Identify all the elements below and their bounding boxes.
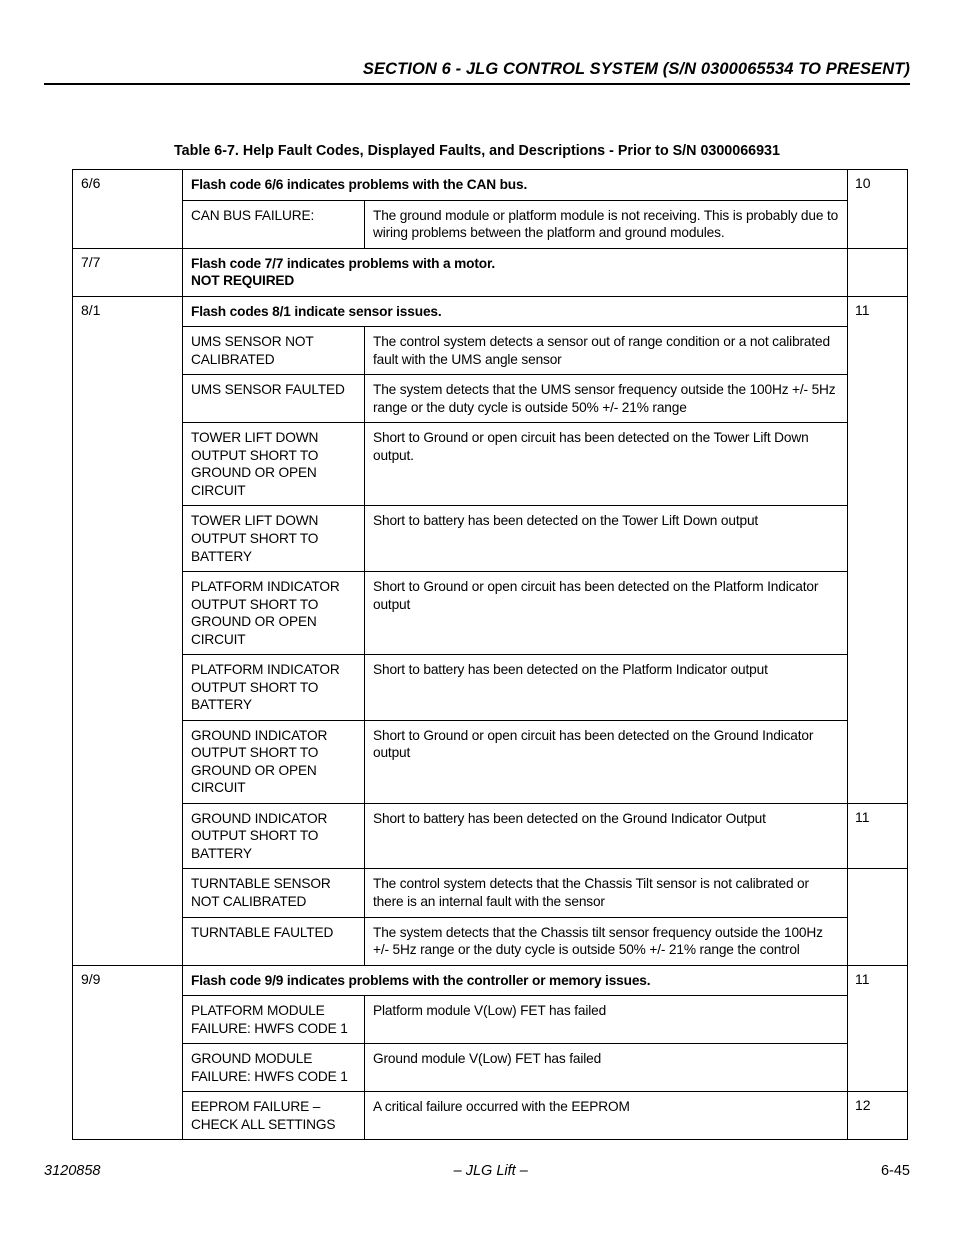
page: SECTION 6 - JLG CONTROL SYSTEM (S/N 0300…: [0, 0, 954, 1235]
check-value: [848, 248, 908, 296]
section-header: SECTION 6 - JLG CONTROL SYSTEM (S/N 0300…: [44, 60, 910, 85]
check-value: [848, 869, 908, 917]
fault-description: Short to Ground or open circuit has been…: [365, 423, 848, 506]
fault-description: The ground module or platform module is …: [365, 200, 848, 248]
flash-code-cont: [73, 655, 183, 721]
group-description: Flash code 9/9 indicates problems with t…: [183, 965, 848, 996]
fault-name: TURNTABLE SENSOR NOT CALIBRATED: [183, 869, 365, 917]
fault-description: Platform module V(Low) FET has failed: [365, 996, 848, 1044]
flash-code-cont: [73, 572, 183, 655]
check-value: [848, 655, 908, 721]
table-row: UMS SENSOR FAULTEDThe system detects tha…: [73, 375, 908, 423]
table-row: GROUND MODULE FAILURE: hwfs CODE 1Ground…: [73, 1044, 908, 1092]
table-row: PLATFORM MODULE FAILURE: hwfs CODE 1Plat…: [73, 996, 908, 1044]
check-value: [848, 996, 908, 1044]
group-description: Flash code 6/6 indicates problems with t…: [183, 170, 848, 201]
fault-name: TURNTABLE FAULTED: [183, 917, 365, 965]
check-value: [848, 720, 908, 803]
fault-name: PLATFORM MODULE FAILURE: hwfs CODE 1: [183, 996, 365, 1044]
flash-code-cont: [73, 803, 183, 869]
fault-name: PLATFORM INDICATOR OUTPUT SHORT TO GROUN…: [183, 572, 365, 655]
flash-code: 6/6: [73, 170, 183, 201]
fault-codes-table: 6/6Flash code 6/6 indicates problems wit…: [72, 169, 908, 1140]
flash-code-cont: [73, 869, 183, 917]
check-value: 10: [848, 170, 908, 201]
fault-description: Ground module V(Low) FET has failed: [365, 1044, 848, 1092]
flash-code: 8/1: [73, 296, 183, 327]
table-row: TOWER LIFT DOWN OUTPUT SHORT TO GROUND O…: [73, 423, 908, 506]
check-value: 11: [848, 296, 908, 327]
check-value: [848, 917, 908, 965]
table-row: GROUND INDICATOR OUTPUT SHORT TO BATTERY…: [73, 803, 908, 869]
table-row: CAN BUS FAILURE:The ground module or pla…: [73, 200, 908, 248]
check-value: 12: [848, 1092, 908, 1140]
group-description: Flash codes 8/1 indicate sensor issues.: [183, 296, 848, 327]
table-row: PLATFORM INDICATOR OUTPUT SHORT TO GROUN…: [73, 572, 908, 655]
flash-code-cont: [73, 423, 183, 506]
check-value: [848, 200, 908, 248]
table-row: PLATFORM INDICATOR OUTPUT SHORT TO BATTE…: [73, 655, 908, 721]
fault-name: GROUND INDICATOR OUTPUT SHORT TO BATTERY: [183, 803, 365, 869]
flash-code-cont: [73, 327, 183, 375]
flash-code-cont: [73, 1044, 183, 1092]
group-header-row: 7/7Flash code 7/7 indicates problems wit…: [73, 248, 908, 296]
fault-description: Short to battery has been detected on th…: [365, 655, 848, 721]
flash-code-cont: [73, 996, 183, 1044]
table-row: TOWER LIFT DOWN OUTPUT SHORT TO BATTERYS…: [73, 506, 908, 572]
flash-code: 9/9: [73, 965, 183, 996]
table-row: UMS SENSOR NOT CALIBRATEDThe control sys…: [73, 327, 908, 375]
fault-name: GROUND INDICATOR OUTPUT SHORT TO GROUND …: [183, 720, 365, 803]
check-value: 11: [848, 965, 908, 996]
group-header-row: 6/6Flash code 6/6 indicates problems wit…: [73, 170, 908, 201]
check-value: [848, 375, 908, 423]
group-header-row: 9/9Flash code 9/9 indicates problems wit…: [73, 965, 908, 996]
footer-page-number: 6-45: [881, 1163, 910, 1179]
fault-description: The system detects that the UMS sensor f…: [365, 375, 848, 423]
flash-code: 7/7: [73, 248, 183, 296]
fault-name: PLATFORM INDICATOR OUTPUT SHORT TO BATTE…: [183, 655, 365, 721]
check-value: [848, 327, 908, 375]
fault-description: The control system detects a sensor out …: [365, 327, 848, 375]
flash-code-cont: [73, 506, 183, 572]
fault-name: TOWER LIFT DOWN OUTPUT SHORT TO BATTERY: [183, 506, 365, 572]
flash-code-cont: [73, 200, 183, 248]
table-row: TURNTABLE FAULTEDThe system detects that…: [73, 917, 908, 965]
check-value: [848, 1044, 908, 1092]
flash-code-cont: [73, 720, 183, 803]
table-caption: Table 6-7. Help Fault Codes, Displayed F…: [44, 143, 910, 159]
fault-description: A critical failure occurred with the EEP…: [365, 1092, 848, 1140]
table-row: EEPROM FAILURE – CHECK ALL SETTINGSA cri…: [73, 1092, 908, 1140]
fault-description: Short to battery has been detected on th…: [365, 506, 848, 572]
check-value: [848, 572, 908, 655]
group-header-row: 8/1Flash codes 8/1 indicate sensor issue…: [73, 296, 908, 327]
fault-description: Short to Ground or open circuit has been…: [365, 572, 848, 655]
table-row: TURNTABLE SENSOR NOT CALIBRATEDThe contr…: [73, 869, 908, 917]
flash-code-cont: [73, 1092, 183, 1140]
footer-doc-number: 3120858: [44, 1163, 100, 1179]
page-footer: 3120858 – JLG Lift – 6-45: [44, 1157, 910, 1179]
check-value: 11: [848, 803, 908, 869]
check-value: [848, 423, 908, 506]
fault-name: TOWER LIFT DOWN OUTPUT SHORT TO GROUND O…: [183, 423, 365, 506]
flash-code-cont: [73, 917, 183, 965]
fault-name: EEPROM FAILURE – CHECK ALL SETTINGS: [183, 1092, 365, 1140]
fault-name: GROUND MODULE FAILURE: hwfs CODE 1: [183, 1044, 365, 1092]
fault-description: Short to Ground or open circuit has been…: [365, 720, 848, 803]
flash-code-cont: [73, 375, 183, 423]
fault-name: UMS SENSOR FAULTED: [183, 375, 365, 423]
check-value: [848, 506, 908, 572]
fault-description: The control system detects that the Chas…: [365, 869, 848, 917]
footer-brand: – JLG Lift –: [454, 1163, 528, 1179]
fault-description: Short to battery has been detected on th…: [365, 803, 848, 869]
fault-description: The system detects that the Chassis tilt…: [365, 917, 848, 965]
fault-name: CAN BUS FAILURE:: [183, 200, 365, 248]
fault-name: UMS SENSOR NOT CALIBRATED: [183, 327, 365, 375]
group-description: Flash code 7/7 indicates problems with a…: [183, 248, 848, 296]
table-row: GROUND INDICATOR OUTPUT SHORT TO GROUND …: [73, 720, 908, 803]
